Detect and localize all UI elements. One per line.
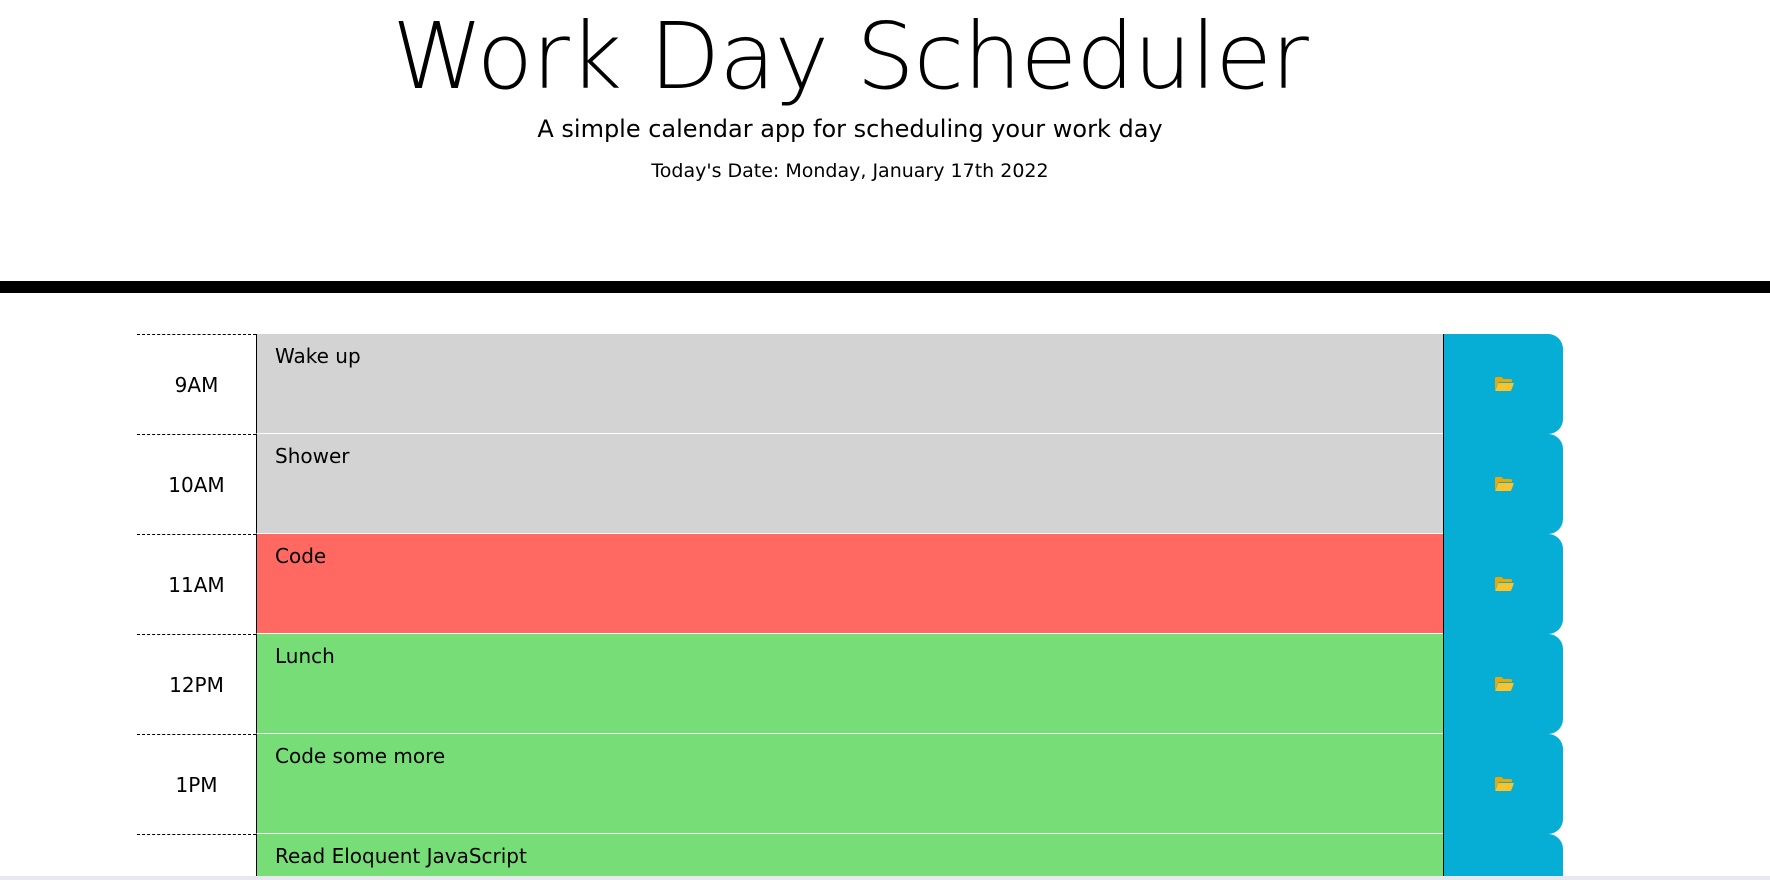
hour-label: 9AM [137, 334, 256, 434]
event-description-input[interactable]: Shower [256, 434, 1443, 534]
event-description-input[interactable]: Read Eloquent JavaScript [256, 834, 1443, 880]
current-date: Today's Date: Monday, January 17th 2022 [651, 160, 1049, 182]
header-divider [0, 281, 1770, 293]
hour-label: 2PM [137, 834, 256, 880]
save-button[interactable] [1443, 634, 1563, 734]
save-button[interactable] [1443, 334, 1563, 434]
timeblock-list: 9AM Wake up 10AM Shower 11AM Code 12PM L… [137, 334, 1563, 880]
hour-label: 12PM [137, 634, 256, 734]
time-block-row: 10AM Shower [137, 434, 1563, 534]
event-description-input[interactable]: Code some more [256, 734, 1443, 834]
hour-label: 1PM [137, 734, 256, 834]
time-block-row: 9AM Wake up [137, 334, 1563, 434]
save-button[interactable] [1443, 434, 1563, 534]
folder-icon [1494, 577, 1514, 591]
folder-icon [1494, 777, 1514, 791]
time-block-row: 11AM Code [137, 534, 1563, 634]
page-title: Work Day Scheduler [392, 3, 1309, 110]
time-block-row: 2PM Read Eloquent JavaScript [137, 834, 1563, 880]
event-description-input[interactable]: Lunch [256, 634, 1443, 734]
page-subtitle: A simple calendar app for scheduling you… [537, 115, 1163, 143]
folder-icon [1494, 677, 1514, 691]
folder-icon [1494, 477, 1514, 491]
folder-icon [1494, 377, 1514, 391]
time-block-row: 1PM Code some more [137, 734, 1563, 834]
event-description-input[interactable]: Wake up [256, 334, 1443, 434]
event-description-input[interactable]: Code [256, 534, 1443, 634]
hour-label: 11AM [137, 534, 256, 634]
time-block-row: 12PM Lunch [137, 634, 1563, 734]
save-button[interactable] [1443, 834, 1563, 880]
window-bottom-edge [0, 876, 1770, 880]
save-button[interactable] [1443, 734, 1563, 834]
hour-label: 10AM [137, 434, 256, 534]
save-button[interactable] [1443, 534, 1563, 634]
